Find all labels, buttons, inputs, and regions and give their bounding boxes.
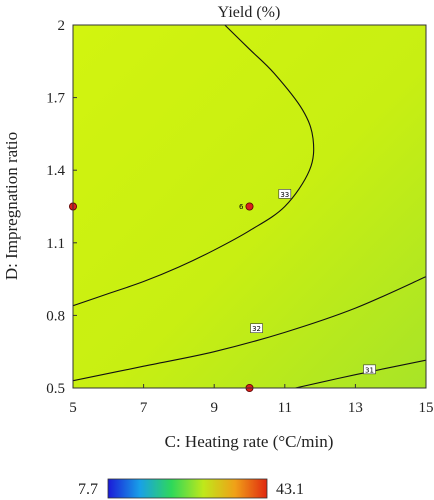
colorbar (107, 478, 268, 499)
contour-line-33 (73, 25, 315, 307)
x-tick-label: 5 (69, 400, 77, 416)
design-point-label: 6 (239, 203, 244, 211)
x-axis-ticks: 5 7 9 11 13 15 (69, 384, 434, 416)
contour-line-32 (73, 276, 426, 382)
y-axis-ticks: 0.5 0.8 1.1 1.4 1.7 2 (46, 18, 77, 397)
y-tick-label: 1.4 (46, 163, 65, 179)
contour-label-32: 32 (250, 323, 263, 333)
contour-labels: 33 32 31 (250, 189, 376, 374)
contour-line-31 (295, 359, 426, 388)
x-tick-label: 13 (348, 400, 363, 416)
design-points: 6 (69, 202, 254, 392)
x-tick-label: 9 (210, 400, 218, 416)
y-tick-label: 0.5 (46, 381, 65, 397)
svg-text:31: 31 (365, 366, 374, 374)
colorbar-min-label: 7.7 (78, 481, 98, 498)
contour-label-31: 31 (363, 364, 376, 374)
x-axis-title: C: Heating rate (°C/min) (165, 432, 334, 451)
plot-frame (72, 24, 427, 389)
svg-text:33: 33 (280, 191, 289, 199)
chart-title: Yield (%) (218, 4, 281, 21)
y-tick-label: 1.1 (46, 236, 65, 252)
y-tick-label: 1.7 (46, 91, 65, 107)
y-tick-label: 0.8 (46, 308, 65, 324)
contour-label-33: 33 (278, 189, 292, 199)
y-axis-title: D: Impregnation ratio (2, 132, 21, 280)
y-tick-label: 2 (58, 18, 66, 34)
design-point (245, 202, 254, 211)
x-tick-label: 11 (278, 400, 292, 416)
x-tick-label: 15 (419, 400, 434, 416)
svg-text:32: 32 (252, 325, 261, 333)
contour-lines (73, 25, 426, 388)
colorbar-max-label: 43.1 (276, 481, 304, 498)
x-tick-label: 7 (140, 400, 148, 416)
